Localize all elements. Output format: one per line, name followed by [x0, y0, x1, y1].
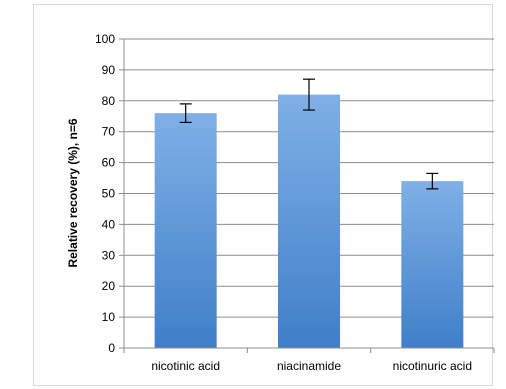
y-tick-label: 30 — [102, 248, 116, 262]
axes: 0 10 20 30 40 50 60 70 80 90 100 nicotinic acid niac… — [95, 32, 495, 373]
bar — [278, 94, 340, 349]
y-tick-label: 0 — [108, 341, 115, 355]
y-tick-label: 90 — [102, 63, 116, 77]
y-tick-label: 40 — [102, 217, 116, 231]
y-tick-label: 80 — [102, 94, 116, 108]
x-category-label: nicotinuric acid — [393, 359, 472, 373]
error-bars — [179, 78, 439, 190]
bars — [154, 94, 464, 349]
x-category-label: nicotinic acid — [151, 359, 220, 373]
bar — [154, 113, 217, 348]
y-tick-label: 20 — [102, 279, 116, 293]
x-category-label: niacinamide — [277, 359, 341, 373]
y-tick-label: 60 — [102, 156, 116, 170]
y-axis-title: Relative recovery (%), n=6 — [66, 118, 80, 267]
bar — [401, 181, 464, 348]
y-tick-label: 10 — [102, 310, 116, 324]
y-tick-label: 100 — [95, 32, 115, 46]
y-tick-label: 50 — [102, 187, 116, 201]
y-tick-label: 70 — [102, 125, 116, 139]
